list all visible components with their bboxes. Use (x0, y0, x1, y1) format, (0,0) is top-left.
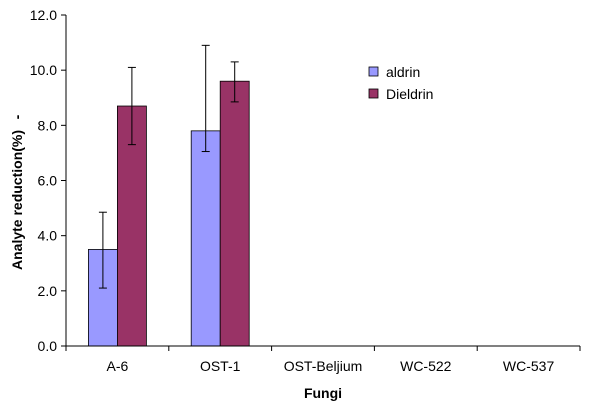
y-tick-label: 4.0 (38, 228, 58, 244)
y-tick-label: 12.0 (30, 7, 57, 23)
x-axis-title: Fungi (304, 385, 342, 401)
error-bar-aldrin-ost-1 (201, 44, 210, 153)
y-tick-label: 0.0 (38, 338, 58, 354)
y-tick-label: 8.0 (38, 117, 58, 133)
legend-swatch-dieldrin (368, 88, 379, 99)
x-tick-label: WC-537 (503, 358, 555, 374)
y-axis-title-dash: - (9, 114, 25, 119)
error-bar-dieldrin-a-6 (127, 66, 136, 146)
bar-dieldrin-ost-1 (219, 80, 250, 347)
y-axis-title: Analyte reduction(%) (9, 130, 25, 270)
legend-label-dieldrin: Dieldrin (386, 86, 433, 102)
legend-swatch-aldrin (368, 66, 379, 77)
x-tick-label: OST-1 (200, 358, 241, 374)
legend: aldrin Dieldrin (368, 64, 433, 102)
y-ticks-layer: 0.0 2.0 4.0 6.0 8.0 10.0 12.0 (30, 7, 66, 354)
y-tick-label: 2.0 (38, 283, 58, 299)
error-bar-dieldrin-ost-1 (230, 61, 239, 103)
y-tick-label: 6.0 (38, 173, 58, 189)
bar-aldrin-ost-1 (190, 130, 221, 347)
x-tick-label: A-6 (107, 358, 129, 374)
bars-layer (88, 80, 250, 347)
x-tick-label: OST-Beljium (284, 358, 363, 374)
y-tick-label: 10.0 (30, 62, 57, 78)
x-tick-label: WC-522 (400, 358, 452, 374)
error-bar-aldrin-a-6 (98, 211, 107, 289)
legend-label-aldrin: aldrin (386, 64, 420, 80)
error-bars-layer (98, 44, 239, 289)
bar-dieldrin-a-6 (117, 105, 147, 347)
x-ticks-layer: A-6 OST-1 OST-Beljium WC-522 WC-537 (65, 346, 581, 374)
